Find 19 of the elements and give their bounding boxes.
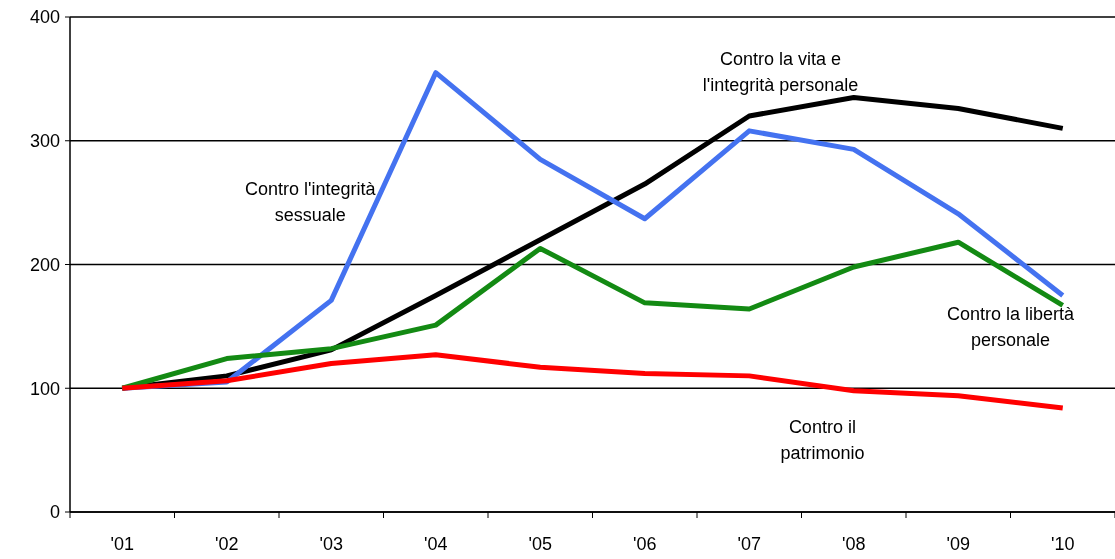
x-tick-label: '08 bbox=[842, 534, 866, 554]
x-tick-label: '10 bbox=[1051, 534, 1075, 554]
x-tick-label: '02 bbox=[215, 534, 239, 554]
x-tick-label: '03 bbox=[319, 534, 343, 554]
y-tick-label: 200 bbox=[29, 254, 60, 275]
x-tick-label: '06 bbox=[633, 534, 657, 554]
x-tick-label: '04 bbox=[424, 534, 448, 554]
y-tick-label: 300 bbox=[29, 131, 60, 152]
series-label: Contro il patrimonio bbox=[780, 417, 865, 463]
y-tick-label: 100 bbox=[29, 378, 60, 399]
series-label: Contro la vita e l'integrità personale bbox=[702, 49, 859, 95]
x-tick-label: '09 bbox=[946, 534, 970, 554]
y-tick-label: 0 bbox=[49, 502, 60, 523]
x-tick-label: '05 bbox=[528, 534, 552, 554]
series-label: Contro l'integrità sessuale bbox=[245, 179, 377, 225]
y-tick-label: 400 bbox=[29, 7, 60, 28]
series-label: Contro la libertà personale bbox=[946, 304, 1076, 350]
x-tick-label: '07 bbox=[737, 534, 761, 554]
x-tick-label: '01 bbox=[110, 534, 134, 554]
